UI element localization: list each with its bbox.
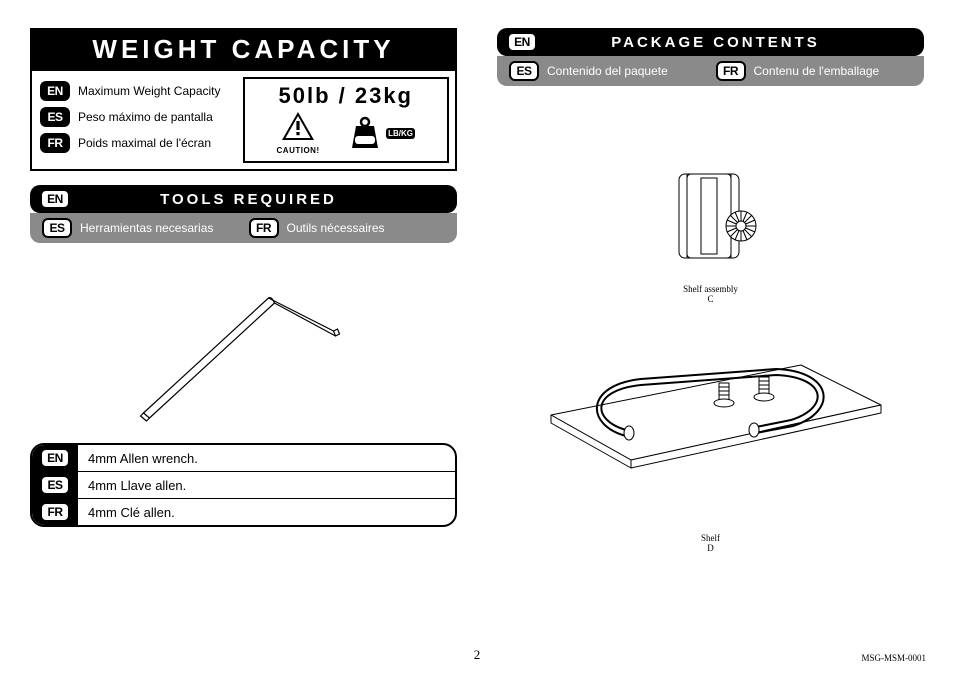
part-c-label-1: Shelf assembly [683,284,738,294]
right-column: EN PACKAGE CONTENTS ES Contenido del paq… [497,28,924,554]
part-d-label-2: D [707,543,714,553]
allen-wrench-figure [30,243,457,443]
es-badge: ES [42,218,72,238]
en-badge: EN [40,448,70,468]
package-fr-label: Contenu de l'emballage [754,64,880,78]
package-es-label: Contenido del paquete [547,64,668,78]
weight-en-label: Maximum Weight Capacity [78,84,221,98]
es-badge: ES [40,475,70,495]
package-contents-title: PACKAGE CONTENTS [517,34,914,51]
part-d-label-1: Shelf [701,533,720,543]
weight-es-label: Peso máximo de pantalla [78,110,213,124]
es-badge: ES [40,107,70,127]
tool-desc-es: 4mm Llave allen. [78,472,455,498]
lbkg-label: LB/KG [386,128,415,139]
left-column: WEIGHT CAPACITY EN Maximum Weight Capaci… [30,28,457,554]
package-contents-subheader: ES Contenido del paquete FR Contenu de l… [497,56,924,86]
weight-value: 50lb / 23kg [278,83,413,109]
part-c-label-2: C [707,294,713,304]
part-d-figure: Shelf D [521,335,901,554]
page-number: 2 [0,647,954,663]
weight-capacity-title: WEIGHT CAPACITY [32,30,455,71]
tool-desc-fr: 4mm Clé allen. [78,499,455,525]
tools-es-label: Herramientas necesarias [80,221,213,235]
part-c-figure: Shelf assembly C [641,166,781,305]
tools-required-subheader: ES Herramientas necesarias FR Outils néc… [30,213,457,243]
package-contents-header: EN PACKAGE CONTENTS [497,28,924,56]
fr-badge: FR [716,61,746,81]
tool-desc-en: 4mm Allen wrench. [78,445,455,471]
es-badge: ES [509,61,539,81]
weight-value-box: 50lb / 23kg CAUTION! [243,77,450,163]
tools-required-header: EN TOOLS REQUIRED [30,185,457,213]
tool-description-box: EN 4mm Allen wrench. ES 4mm Llave allen.… [30,443,457,527]
weight-capacity-panel: WEIGHT CAPACITY EN Maximum Weight Capaci… [30,28,457,171]
fr-badge: FR [40,502,70,522]
tools-required-title: TOOLS REQUIRED [50,191,447,208]
weight-icon: LB/KG [348,116,415,155]
tools-fr-label: Outils nécessaires [287,221,385,235]
weight-fr-label: Poids maximal de l'écran [78,136,211,150]
caution-label: CAUTION! [277,146,320,155]
fr-badge: FR [249,218,279,238]
caution-icon: CAUTION! [277,111,320,155]
weight-capacity-translations: EN Maximum Weight Capacity ES Peso máxim… [38,77,233,163]
en-badge: EN [40,81,70,101]
document-code: MSG-MSM-0001 [861,653,926,663]
fr-badge: FR [40,133,70,153]
